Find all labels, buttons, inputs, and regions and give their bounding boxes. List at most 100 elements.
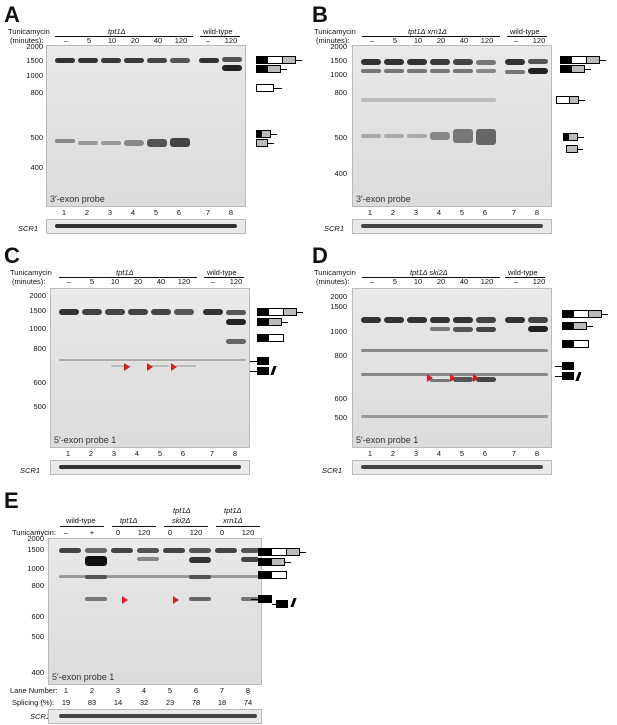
time-label: 40 (459, 36, 469, 45)
mw-marker: 1000 (330, 70, 347, 79)
lane-number: 6 (193, 686, 199, 695)
time-label: 120 (480, 277, 494, 286)
lane-number: 7 (511, 208, 517, 217)
time-label: 120 (177, 277, 191, 286)
splicing-value: 18 (217, 698, 227, 707)
treatment-label: 120 (137, 528, 151, 537)
splicing-value: 74 (243, 698, 253, 707)
lane-number: 3 (107, 208, 113, 217)
gel-blot: 3′-exon probe (352, 45, 552, 207)
gel-blot: 5′-exon probe 1 (48, 538, 262, 685)
panel-letter: C (4, 243, 20, 268)
lane-number: 5 (459, 208, 465, 217)
gel-blot: 3′-exon probe (46, 45, 246, 207)
loading-label: SCR1 (20, 466, 41, 475)
time-label: 10 (413, 36, 423, 45)
mw-marker: 1500 (27, 545, 44, 554)
time-row: – 5 10 20 40 120 – 120 (362, 277, 548, 287)
time-label: 10 (110, 277, 120, 286)
mw-marker: 1500 (29, 306, 46, 315)
panel-letter: E (4, 488, 19, 513)
time-label: – (369, 277, 375, 286)
lane-number: 6 (482, 449, 488, 458)
scr1-blot (352, 460, 552, 475)
wt-label: wild-type (510, 27, 540, 36)
time-label: 40 (153, 36, 163, 45)
time-label: 120 (532, 277, 546, 286)
treatment-row: – + 0 120 0 120 0 120 (54, 528, 264, 538)
lane-number: 8 (228, 208, 234, 217)
mw-marker: 800 (334, 351, 347, 360)
group-line (164, 526, 208, 527)
mw-marker: 2000 (29, 291, 46, 300)
splicing-value: 78 (191, 698, 201, 707)
lane-number: 6 (180, 449, 186, 458)
lane-number: 3 (115, 686, 121, 695)
treatment-label: + (89, 528, 95, 537)
mw-marker: 500 (30, 133, 43, 142)
scr1-blot (50, 460, 250, 475)
time-label: 5 (89, 277, 95, 286)
lane-number: 2 (390, 449, 396, 458)
red-arrowhead (171, 363, 177, 371)
lane-number: 3 (413, 449, 419, 458)
mw-marker: 1500 (26, 56, 43, 65)
group-label: tpt1Δ (116, 268, 134, 277)
lane-number: 5 (157, 449, 163, 458)
minutes-label: (minutes): (316, 36, 350, 45)
group-label: wild-type (66, 516, 96, 525)
lane-row: 1 2 3 4 5 6 7 8 (54, 686, 264, 696)
group-line (55, 36, 193, 37)
splicing-value: 14 (113, 698, 123, 707)
time-row: – 5 10 20 40 120 – 120 (56, 36, 242, 46)
wt-line (507, 36, 547, 37)
time-label: 5 (392, 277, 398, 286)
group-label: tpt1Δ (108, 27, 126, 36)
mw-marker: 400 (30, 163, 43, 172)
mw-marker: 1000 (29, 324, 46, 333)
lane-number: 8 (534, 449, 540, 458)
treatment-label: 120 (241, 528, 255, 537)
panel-letter: B (312, 2, 328, 27)
red-arrowhead (473, 374, 479, 382)
scr1-blot (48, 709, 262, 724)
probe-label: 5′-exon probe 1 (52, 672, 115, 682)
lane-number: 1 (367, 208, 373, 217)
mw-marker: 600 (334, 394, 347, 403)
lane-number: 7 (209, 449, 215, 458)
splicing-label: Splicing (%): (12, 698, 55, 707)
wt-line (505, 277, 545, 278)
mw-marker: 2000 (330, 292, 347, 301)
time-label: – (210, 277, 216, 286)
wt-line (200, 36, 240, 37)
lane-number: 4 (134, 449, 140, 458)
mw-marker: 600 (33, 378, 46, 387)
time-label: – (369, 36, 375, 45)
lane-number: 5 (459, 449, 465, 458)
loading-label: SCR1 (18, 224, 39, 233)
red-arrowhead (450, 374, 456, 382)
group-label: tpt1Δ ski2Δ (410, 268, 448, 277)
lane-number: 1 (367, 449, 373, 458)
lane-number: 6 (482, 208, 488, 217)
mw-marker: 2000 (27, 534, 44, 543)
time-label: 20 (436, 36, 446, 45)
lane-number: 3 (413, 208, 419, 217)
lane-number: 1 (65, 449, 71, 458)
wt-label: wild-type (207, 268, 237, 277)
mw-marker: 1000 (330, 327, 347, 336)
time-label: 5 (86, 36, 92, 45)
time-label: 120 (174, 36, 188, 45)
lane-number: 3 (111, 449, 117, 458)
time-label: – (205, 36, 211, 45)
time-label: – (513, 277, 519, 286)
group-label: tpt1Δ (120, 516, 138, 525)
wt-label: wild-type (203, 27, 233, 36)
lane-row: 1 2 3 4 5 6 7 8 (352, 449, 550, 459)
panel-letter: A (4, 2, 20, 27)
wt-line (204, 277, 244, 278)
lane-row: 1 2 3 4 5 6 7 8 (352, 208, 550, 218)
mw-marker: 2000 (330, 42, 347, 51)
group-line (59, 277, 197, 278)
mw-marker: 500 (31, 632, 44, 641)
